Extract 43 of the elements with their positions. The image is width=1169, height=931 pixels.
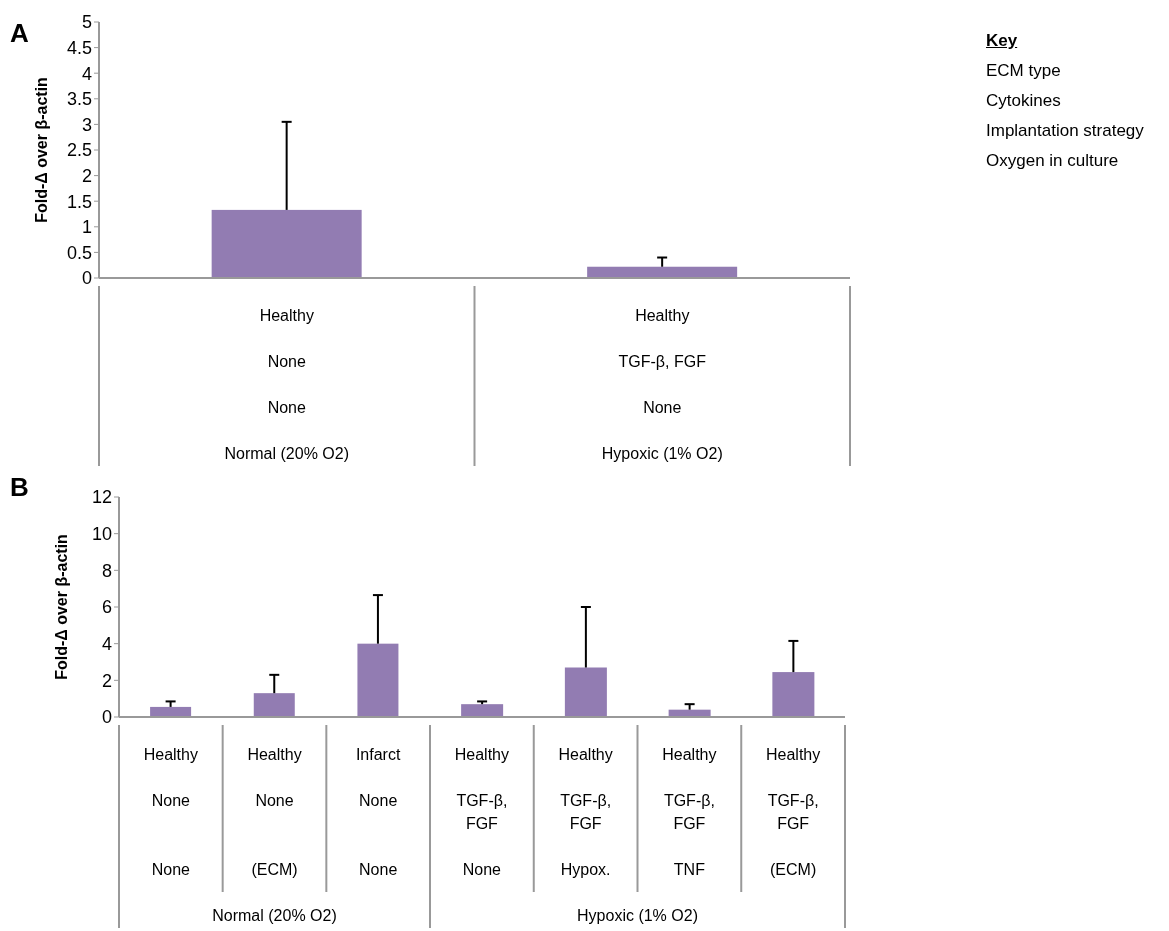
y-tick-label: 1 — [81, 217, 92, 238]
y-tick-label: 4 — [81, 63, 92, 84]
y-tick-label: 8 — [101, 560, 112, 581]
category-label: Healthy None (ECM) — [247, 746, 302, 879]
bar — [253, 693, 295, 717]
y-tick-label: 5 — [81, 12, 92, 33]
bar — [461, 704, 504, 717]
text: Cytokines — [986, 90, 1062, 112]
y-axis-title: Fold-Δ over β-actin — [32, 77, 50, 223]
bar — [564, 667, 607, 717]
text: Implantation strategy — [986, 120, 1144, 142]
legend-title: Key — [986, 30, 1019, 52]
y-tick-label: 6 — [101, 597, 112, 618]
chart-title: A — [10, 18, 29, 49]
x-axis-title: Hypoxic (1% O2) — [577, 907, 698, 925]
y-tick-label: 3.5 — [66, 89, 92, 110]
category-label: Healthy TGF-β, FGF None — [454, 746, 509, 879]
y-tick-label: 4 — [101, 634, 112, 655]
y-tick-label: 0 — [101, 707, 112, 728]
category-label: Infarct None None — [355, 746, 401, 879]
y-tick-label: 12 — [91, 487, 112, 508]
y-tick-label: 3 — [81, 114, 92, 135]
category-label: Healthy TGF-β, FGF (ECM) — [766, 746, 821, 879]
chart-title: B — [10, 472, 29, 503]
y-tick-label: 2 — [101, 670, 112, 691]
y-tick-label: 0 — [81, 268, 92, 289]
category-label: Healthy TGF-β, FGF None Hypoxic (1% O2) — [601, 307, 723, 463]
y-tick-label: 1.5 — [66, 191, 92, 212]
y-axis-title: Fold-Δ over β-actin — [52, 534, 70, 680]
category-label: Healthy None None Normal (20% O2) — [224, 307, 349, 463]
text: Oxygen in culture — [986, 150, 1120, 172]
y-tick-label: 10 — [91, 524, 112, 545]
y-tick-label: 2.5 — [66, 140, 92, 161]
x-axis-title: Normal (20% O2) — [212, 907, 337, 925]
bar — [357, 643, 399, 717]
category-label: Healthy TGF-β, FGF TNF — [662, 746, 717, 879]
category-label: Healthy TGF-β, FGF Hypox. — [558, 746, 613, 879]
y-tick-label: 0.5 — [66, 242, 92, 263]
text: ECM type — [986, 60, 1062, 82]
category-label: Healthy None None — [143, 746, 198, 879]
bar — [772, 672, 815, 717]
y-tick-label: 2 — [81, 165, 92, 186]
y-tick-label: 4.5 — [66, 37, 92, 58]
